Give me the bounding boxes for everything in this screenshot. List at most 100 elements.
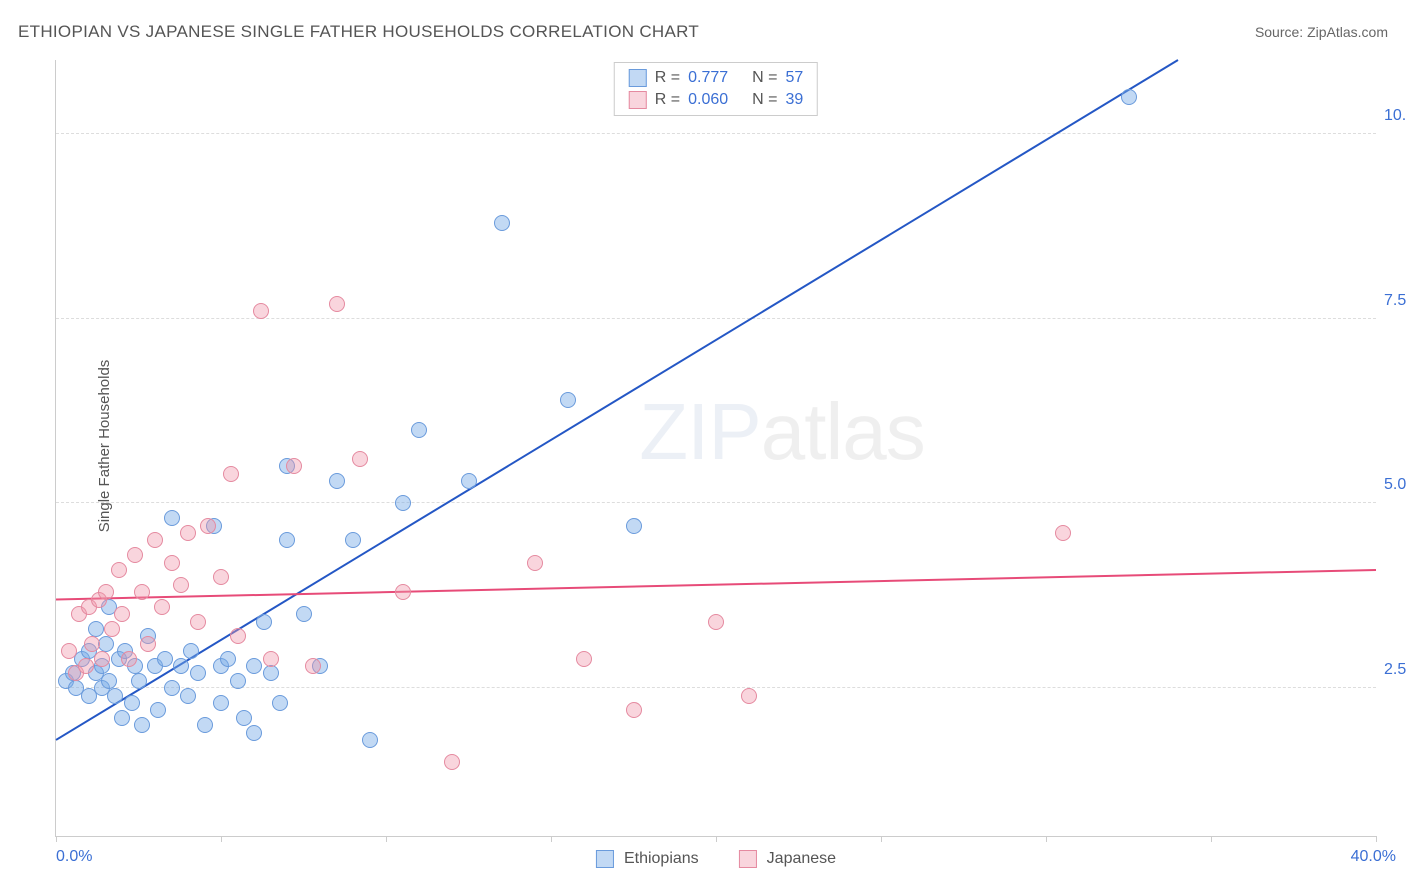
- data-point: [197, 717, 213, 733]
- data-point: [494, 215, 510, 231]
- x-tick: [56, 836, 57, 842]
- series-legend-item: Japanese: [739, 850, 836, 868]
- data-point: [190, 614, 206, 630]
- data-point: [200, 518, 216, 534]
- data-point: [88, 621, 104, 637]
- x-tick: [551, 836, 552, 842]
- data-point: [395, 495, 411, 511]
- data-point: [107, 688, 123, 704]
- data-point: [173, 577, 189, 593]
- series-legend-item: Ethiopians: [596, 850, 699, 868]
- x-axis-max-label: 40.0%: [1351, 848, 1396, 866]
- data-point: [741, 688, 757, 704]
- data-point: [104, 621, 120, 637]
- data-point: [154, 599, 170, 615]
- data-point: [114, 710, 130, 726]
- data-point: [286, 458, 302, 474]
- data-point: [230, 673, 246, 689]
- data-point: [173, 658, 189, 674]
- x-tick: [1376, 836, 1377, 842]
- data-point: [263, 651, 279, 667]
- data-point: [101, 673, 117, 689]
- data-point: [164, 680, 180, 696]
- data-point: [395, 584, 411, 600]
- x-tick: [1046, 836, 1047, 842]
- data-point: [411, 422, 427, 438]
- data-point: [253, 303, 269, 319]
- legend-r-value: 0.777: [688, 69, 744, 87]
- legend-swatch: [629, 91, 647, 109]
- data-point: [220, 651, 236, 667]
- data-point: [626, 518, 642, 534]
- data-point: [140, 636, 156, 652]
- x-tick: [881, 836, 882, 842]
- data-point: [626, 702, 642, 718]
- data-point: [362, 732, 378, 748]
- trendlines-layer: [56, 60, 1376, 836]
- chart-source: Source: ZipAtlas.com: [1255, 24, 1388, 40]
- data-point: [61, 643, 77, 659]
- legend-n-value: 39: [785, 91, 803, 109]
- y-tick-label: 7.5%: [1384, 292, 1406, 310]
- y-tick-label: 10.0%: [1384, 107, 1406, 125]
- data-point: [84, 636, 100, 652]
- legend-r-label: R =: [655, 91, 680, 109]
- x-axis-min-label: 0.0%: [56, 848, 92, 866]
- data-point: [157, 651, 173, 667]
- chart-header: ETHIOPIAN VS JAPANESE SINGLE FATHER HOUS…: [18, 22, 1388, 42]
- data-point: [78, 658, 94, 674]
- data-point: [164, 510, 180, 526]
- data-point: [213, 695, 229, 711]
- correlation-legend: R = 0.777 N = 57 R = 0.060 N = 39: [614, 62, 818, 116]
- x-tick: [716, 836, 717, 842]
- data-point: [127, 547, 143, 563]
- legend-swatch: [629, 69, 647, 87]
- data-point: [329, 296, 345, 312]
- legend-n-value: 57: [785, 69, 803, 87]
- data-point: [121, 651, 137, 667]
- chart-title: ETHIOPIAN VS JAPANESE SINGLE FATHER HOUS…: [18, 22, 699, 42]
- data-point: [223, 466, 239, 482]
- data-point: [352, 451, 368, 467]
- legend-r-value: 0.060: [688, 91, 744, 109]
- data-point: [111, 562, 127, 578]
- series-name: Ethiopians: [624, 850, 699, 868]
- data-point: [279, 532, 295, 548]
- chart-plot-area: ZIPatlas 2.5%5.0%7.5%10.0%0.0%40.0%R =0.…: [55, 60, 1376, 837]
- data-point: [263, 665, 279, 681]
- legend-swatch: [596, 850, 614, 868]
- correlation-legend-row: R = 0.777 N = 57: [629, 67, 803, 89]
- data-point: [527, 555, 543, 571]
- y-tick-label: 5.0%: [1384, 476, 1406, 494]
- data-point: [134, 717, 150, 733]
- series-legend: Ethiopians Japanese: [596, 850, 836, 868]
- data-point: [246, 658, 262, 674]
- legend-r-label: R =: [655, 69, 680, 87]
- data-point: [190, 665, 206, 681]
- trendline: [56, 60, 1178, 740]
- y-tick-label: 2.5%: [1384, 661, 1406, 679]
- data-point: [256, 614, 272, 630]
- data-point: [560, 392, 576, 408]
- data-point: [236, 710, 252, 726]
- data-point: [296, 606, 312, 622]
- data-point: [1121, 89, 1137, 105]
- correlation-legend-row: R = 0.060 N = 39: [629, 89, 803, 111]
- data-point: [329, 473, 345, 489]
- data-point: [114, 606, 130, 622]
- data-point: [94, 651, 110, 667]
- data-point: [164, 555, 180, 571]
- legend-swatch: [739, 850, 757, 868]
- data-point: [708, 614, 724, 630]
- data-point: [1055, 525, 1071, 541]
- data-point: [134, 584, 150, 600]
- data-point: [213, 569, 229, 585]
- x-tick: [386, 836, 387, 842]
- legend-n-label: N =: [752, 91, 777, 109]
- data-point: [180, 688, 196, 704]
- data-point: [98, 584, 114, 600]
- x-tick: [1211, 836, 1212, 842]
- data-point: [345, 532, 361, 548]
- legend-n-label: N =: [752, 69, 777, 87]
- series-name: Japanese: [767, 850, 836, 868]
